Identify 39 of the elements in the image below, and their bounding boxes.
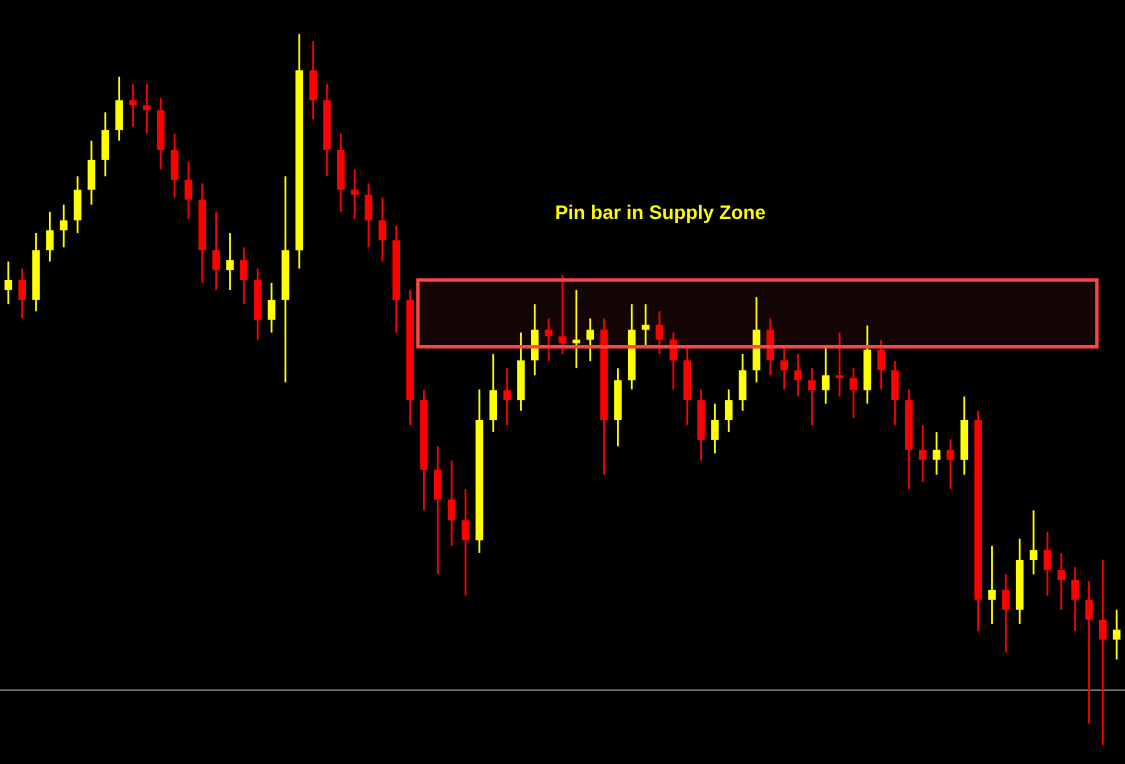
candlestick [808,367,816,426]
candlestick [18,267,26,320]
annotation: Pin bar in Supply Zone [556,204,766,223]
candlestick [877,338,885,391]
candlestick [350,168,359,220]
candlestick [4,260,13,306]
candlestick [1057,552,1066,611]
candlestick [226,232,234,291]
candlestick [711,402,719,455]
candlestick [1085,580,1093,725]
candlestick [212,210,220,291]
candlestick [184,161,193,220]
candlestick [835,331,844,398]
candlestick [240,246,248,306]
candlestick [267,281,276,334]
candlestick [378,196,387,263]
candlestick [1029,509,1038,576]
candlestick [1112,608,1121,661]
candlestick [1099,559,1107,746]
candlestick [558,274,567,355]
candlestick [129,82,137,128]
candlestick [724,388,733,434]
candlestick [932,431,941,476]
candlestick [946,438,955,490]
candlestick [461,488,470,597]
candlestick [655,310,664,355]
candlestick [1043,530,1052,597]
candlestick [794,353,802,398]
candlestick [641,303,650,348]
candlestick [46,210,54,263]
candlestick [918,424,927,483]
candlestick [503,367,511,426]
candlestick [1071,566,1079,633]
candlestick [586,317,595,362]
candlestick [59,203,68,249]
candlestick [143,82,151,135]
candlestick [988,544,996,625]
candlestick [1002,573,1010,654]
candlestick [849,367,858,419]
